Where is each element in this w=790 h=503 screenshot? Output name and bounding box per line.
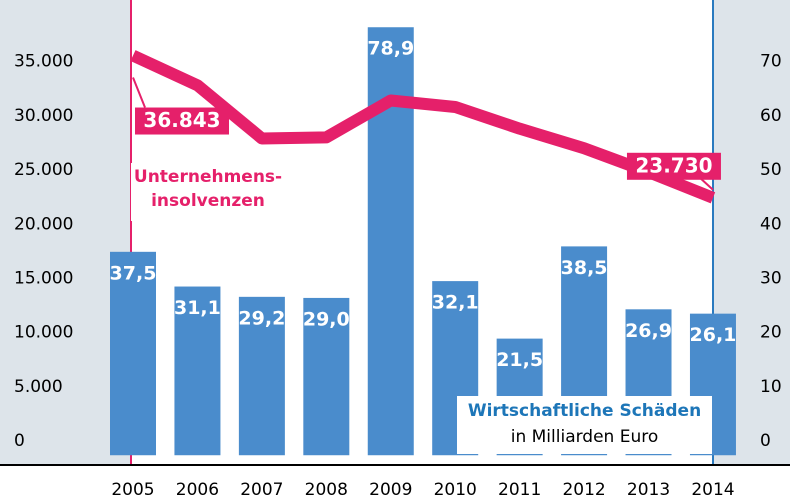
x-tick-label: 2007 — [240, 480, 283, 500]
line-value-label: 23.730 — [635, 153, 712, 177]
legend-insolvencies: Unternehmens- insolvenzen — [131, 163, 285, 221]
bar-value-label: 37,5 — [110, 262, 157, 284]
line-value-label: 36.843 — [143, 108, 220, 132]
y-tick-label: 25.000 — [14, 160, 73, 180]
label-connector — [132, 77, 146, 108]
bar-value-label: 26,9 — [625, 320, 672, 342]
bar — [367, 27, 414, 456]
y-tick-label: 20.000 — [14, 214, 73, 234]
y-tick-label: 30.000 — [14, 106, 73, 126]
x-tick-label: 2013 — [627, 480, 670, 500]
y2-tick-label: 60 — [760, 106, 782, 126]
line-label-box — [135, 107, 229, 135]
y2-tick-label: 30 — [760, 269, 782, 289]
label-connector — [700, 178, 714, 191]
x-tick-label: 2011 — [498, 480, 541, 500]
x-tick-label: 2010 — [434, 480, 477, 500]
bar-value-label: 38,5 — [561, 257, 608, 279]
bar-value-label: 26,1 — [690, 324, 737, 346]
y2-tick-label: 50 — [760, 160, 782, 180]
y-tick-label: 5.000 — [14, 377, 63, 397]
bar-value-label: 21,5 — [496, 349, 543, 371]
y2-tick-label: 10 — [760, 377, 782, 397]
x-tick-label: 2014 — [691, 480, 734, 500]
x-tick-label: 2009 — [369, 480, 412, 500]
x-tick-label: 2012 — [562, 480, 605, 500]
bar-value-label: 29,2 — [238, 307, 285, 329]
y-tick-label: 15.000 — [14, 269, 73, 289]
bar-value-label: 31,1 — [174, 297, 221, 319]
y-tick-label: 10.000 — [14, 323, 73, 343]
x-tick-label: 2005 — [111, 480, 154, 500]
bar-value-label: 32,1 — [432, 292, 479, 314]
y-tick-label: 0 — [14, 431, 25, 451]
legend-damages-title: Wirtschaftliche Schäden — [467, 401, 702, 421]
bar-value-label: 29,0 — [303, 308, 350, 330]
y2-tick-label: 70 — [760, 52, 782, 72]
bar — [174, 286, 221, 456]
bar-value-label: 78,9 — [367, 38, 414, 60]
x-tick-label: 2008 — [305, 480, 348, 500]
y2-tick-label: 20 — [760, 323, 782, 343]
y-tick-label: 35.000 — [14, 52, 73, 72]
legend-subtitle: in Milliarden Euro — [510, 427, 659, 447]
bar — [110, 251, 156, 456]
bar — [238, 296, 285, 456]
y2-tick-label: 40 — [760, 214, 782, 234]
plot-highlight — [131, 0, 713, 465]
y2-tick-label: 0 — [760, 431, 771, 451]
line — [130, 50, 716, 204]
legend-damages: Wirtschaftliche Schäden in Milliarden Eur… — [457, 396, 712, 454]
bar — [303, 297, 350, 456]
line-label-box — [626, 152, 721, 180]
x-tick-label: 2006 — [176, 480, 219, 500]
